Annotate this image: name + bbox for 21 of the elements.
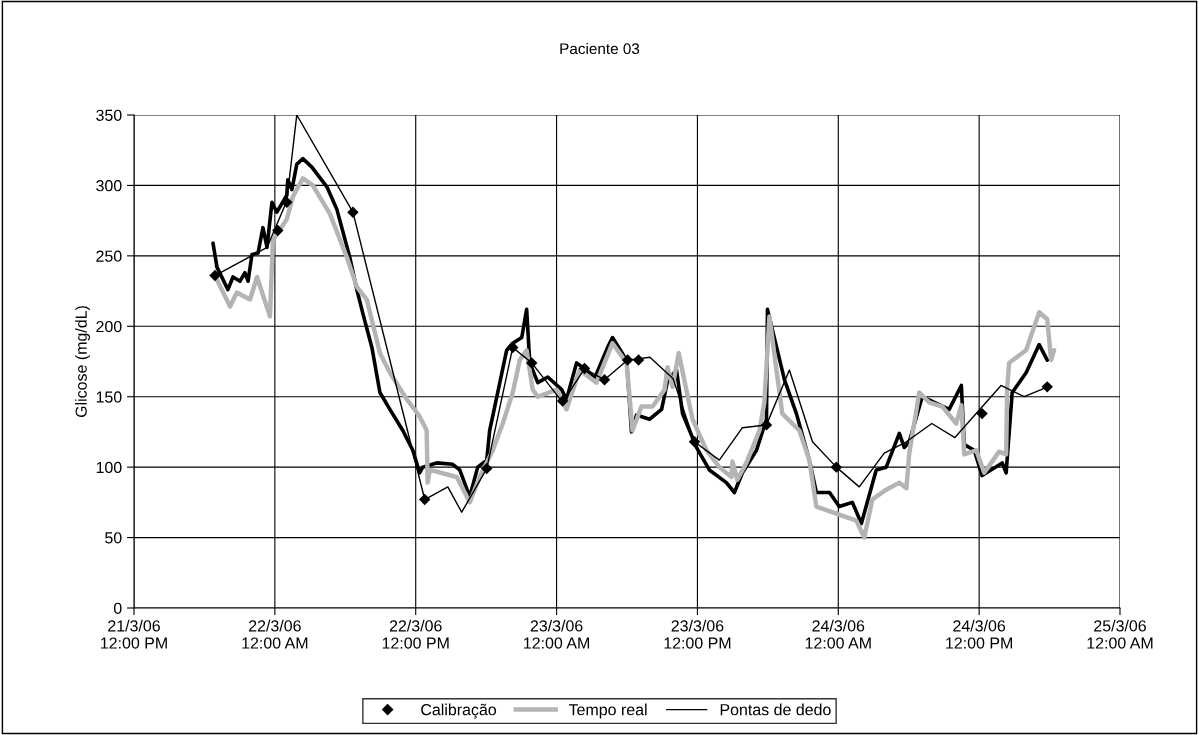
x-tick-label: 24/3/06 12:00 AM bbox=[805, 619, 871, 649]
y-tick-label: 250 bbox=[96, 250, 122, 262]
chart-title: Paciente 03 bbox=[560, 42, 640, 55]
x-tick-label: 24/3/06 12:00 PM bbox=[946, 619, 1013, 649]
y-axis-title: Glicose (mg/dL) bbox=[75, 306, 90, 418]
y-tick-label: 350 bbox=[96, 109, 122, 121]
x-tick-label: 25/3/06 12:00 AM bbox=[1087, 619, 1153, 649]
y-tick-label: 50 bbox=[105, 532, 122, 544]
x-tick-label: 22/3/06 12:00 AM bbox=[242, 619, 308, 649]
x-tick-label: 21/3/06 12:00 PM bbox=[101, 619, 167, 649]
y-tick-label: 0 bbox=[113, 602, 122, 614]
y-tick-label: 100 bbox=[96, 461, 122, 474]
legend-label: Tempo real bbox=[568, 703, 647, 719]
y-tick-label: 150 bbox=[96, 391, 122, 403]
x-tick-label: 23/3/06 12:00 AM bbox=[524, 619, 590, 649]
legend-label: Pontas de dedo bbox=[720, 703, 831, 716]
x-tick-label: 23/3/06 12:00 PM bbox=[664, 619, 731, 649]
x-tick-label: 22/3/06 12:00 PM bbox=[382, 619, 449, 649]
legend-label: Calibração bbox=[421, 703, 497, 719]
y-tick-label: 300 bbox=[96, 180, 122, 192]
y-tick-label: 200 bbox=[96, 320, 122, 333]
